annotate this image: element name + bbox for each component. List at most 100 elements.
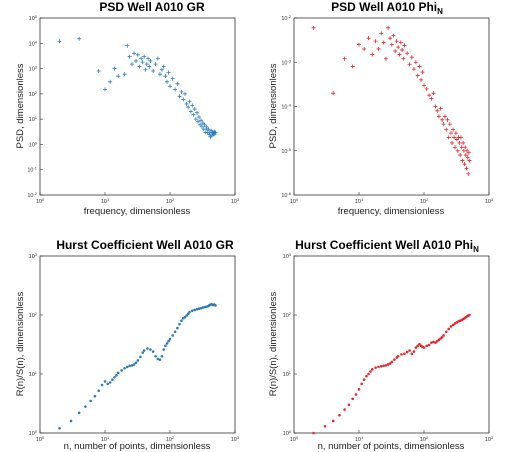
data-point bbox=[149, 348, 152, 351]
data-point bbox=[158, 358, 162, 361]
data-point bbox=[394, 39, 399, 44]
data-point bbox=[424, 86, 429, 91]
data-point bbox=[362, 46, 367, 51]
data-point bbox=[184, 101, 189, 106]
data-point bbox=[354, 393, 358, 396]
y-tick-label: 100 bbox=[283, 429, 292, 437]
data-point bbox=[154, 354, 157, 358]
data-point bbox=[97, 389, 101, 393]
data-point bbox=[196, 119, 201, 124]
y-tick-label: 10-2 bbox=[281, 14, 291, 22]
data-point bbox=[195, 307, 199, 311]
data-point bbox=[455, 148, 460, 153]
data-point bbox=[162, 348, 166, 351]
data-point bbox=[416, 344, 420, 348]
y-tick-label: 101 bbox=[29, 115, 38, 123]
y-tick-label: 100 bbox=[29, 429, 38, 437]
data-point bbox=[388, 362, 392, 365]
data-point bbox=[430, 341, 433, 344]
data-point bbox=[422, 346, 426, 349]
data-point bbox=[458, 135, 463, 140]
data-point bbox=[435, 108, 440, 113]
data-point bbox=[312, 431, 315, 435]
x-tick-label: 102 bbox=[420, 435, 429, 443]
data-points bbox=[57, 36, 218, 139]
data-point bbox=[379, 365, 383, 368]
data-point bbox=[403, 352, 406, 356]
data-point bbox=[197, 307, 201, 310]
data-point bbox=[130, 364, 134, 367]
data-point bbox=[77, 411, 81, 415]
data-point bbox=[187, 99, 192, 104]
x-tick-label: 101 bbox=[101, 435, 110, 443]
data-point bbox=[362, 378, 366, 382]
data-point bbox=[134, 58, 139, 63]
data-point bbox=[139, 355, 142, 359]
data-point bbox=[452, 135, 457, 140]
data-point bbox=[351, 397, 355, 401]
data-point bbox=[144, 62, 149, 67]
data-point bbox=[182, 91, 187, 96]
data-point bbox=[191, 112, 196, 117]
y-axis-label: PSD, dimensionless bbox=[15, 63, 26, 148]
data-point bbox=[77, 36, 82, 41]
panel-psd-phin: PSD Well A010 PhiN frequency, dimensionl… bbox=[268, 0, 494, 217]
y-tick-label: 101 bbox=[283, 370, 292, 378]
data-point bbox=[146, 56, 151, 61]
data-point bbox=[400, 353, 403, 356]
data-point bbox=[462, 162, 467, 167]
panel-psd-gr: PSD Well A010 GR frequency, dimensionles… bbox=[15, 0, 240, 217]
data-point bbox=[190, 103, 195, 108]
x-tick-label: 101 bbox=[355, 197, 364, 205]
data-point bbox=[432, 340, 435, 344]
data-point bbox=[108, 79, 113, 84]
data-point bbox=[153, 62, 158, 67]
data-point bbox=[190, 309, 194, 313]
x-tick-label: 100 bbox=[36, 435, 45, 443]
tick-labels: 100 101 102 103 100 101 102 103 bbox=[29, 252, 240, 443]
data-point bbox=[468, 313, 471, 317]
data-point bbox=[447, 122, 452, 127]
y-tick-label: 103 bbox=[29, 252, 38, 260]
data-point bbox=[449, 325, 453, 328]
data-point bbox=[365, 374, 368, 378]
panel-title: PSD Well A010 PhiN bbox=[331, 0, 443, 16]
data-point bbox=[69, 419, 73, 423]
data-point bbox=[450, 140, 455, 145]
data-point bbox=[370, 368, 374, 371]
data-point bbox=[415, 73, 420, 78]
data-point bbox=[161, 64, 166, 69]
data-point bbox=[160, 354, 164, 358]
data-point bbox=[379, 31, 384, 36]
data-point bbox=[343, 408, 346, 411]
data-point bbox=[167, 339, 170, 343]
data-point bbox=[123, 366, 126, 370]
data-point bbox=[459, 145, 464, 150]
x-tick-label: 102 bbox=[420, 197, 429, 205]
data-point bbox=[192, 107, 197, 112]
data-point bbox=[183, 315, 187, 319]
data-point bbox=[397, 52, 402, 57]
axes-box bbox=[39, 17, 236, 196]
data-point bbox=[442, 114, 447, 119]
data-point bbox=[202, 122, 207, 127]
data-point bbox=[108, 381, 112, 384]
data-point bbox=[433, 104, 438, 109]
data-point bbox=[113, 375, 116, 379]
data-point bbox=[311, 25, 316, 30]
data-point bbox=[338, 413, 341, 417]
data-point bbox=[173, 87, 178, 92]
x-tick-label: 102 bbox=[166, 197, 175, 205]
data-point bbox=[413, 60, 418, 65]
data-point bbox=[393, 358, 396, 361]
x-tick-label: 103 bbox=[231, 197, 240, 205]
y-tick-label: 10-3 bbox=[281, 58, 291, 66]
data-point bbox=[164, 344, 167, 348]
data-point bbox=[393, 48, 398, 53]
data-point bbox=[347, 403, 351, 407]
y-tick-label: 103 bbox=[283, 252, 292, 260]
data-point bbox=[445, 117, 450, 122]
data-point bbox=[120, 369, 123, 372]
data-point bbox=[458, 153, 463, 158]
data-point bbox=[159, 67, 164, 72]
